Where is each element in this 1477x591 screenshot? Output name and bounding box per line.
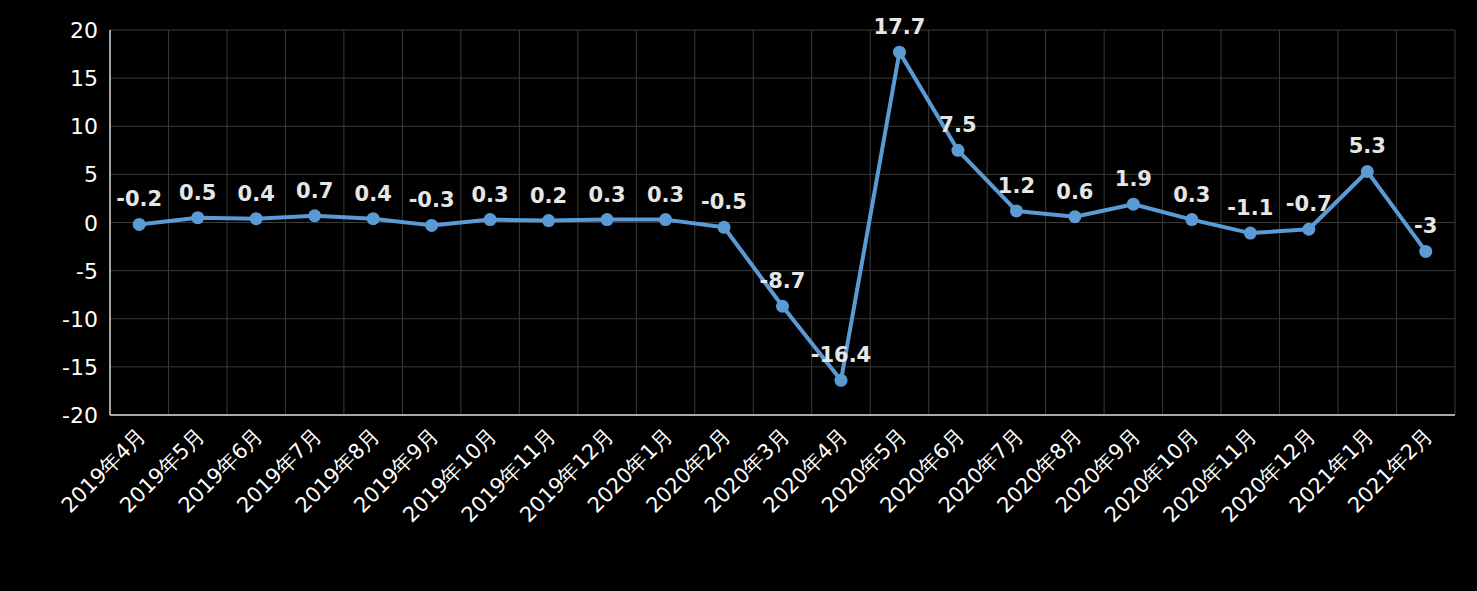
point-marker [659,213,672,226]
data-label: -1.1 [1227,196,1273,220]
series-line [139,52,1426,380]
data-label: 0.7 [296,179,333,203]
data-label: 0.3 [588,183,625,207]
x-grid-line [1279,30,1280,415]
x-grid-line [226,30,227,415]
x-grid-line [343,30,344,415]
y-grid-line [110,318,1455,319]
x-grid-line [285,30,286,415]
point-marker [718,221,731,234]
x-grid-line [519,30,520,415]
x-grid-line [1221,30,1222,415]
point-marker [1302,223,1315,236]
point-marker [1127,198,1140,211]
x-grid-line [1104,30,1105,415]
point-marker [542,214,555,227]
data-label: 1.2 [998,174,1035,198]
y-tick-label: 15 [70,66,98,91]
point-marker [1244,227,1257,240]
data-label: 17.7 [874,15,926,39]
x-grid-line [1162,30,1163,415]
y-grid-line [110,126,1455,127]
point-marker [601,213,614,226]
x-grid-line [928,30,929,415]
x-axis-line [110,414,1455,416]
data-label: -0.5 [701,190,747,214]
y-grid-line [110,30,1455,31]
data-label: 0.3 [472,183,509,207]
data-label: -8.7 [760,269,806,293]
x-grid-line [1338,30,1339,415]
y-tick-label: -20 [62,403,98,428]
data-label: 0.6 [1056,180,1093,204]
point-marker [367,212,380,225]
point-marker [425,219,438,232]
y-grid-line [110,415,1455,416]
point-marker [893,46,906,59]
x-grid-line [1396,30,1397,415]
data-label: -3 [1414,214,1437,238]
x-grid-line [753,30,754,415]
y-tick-label: 20 [70,18,98,43]
point-marker [308,209,321,222]
point-marker [250,212,263,225]
data-label: 5.3 [1349,134,1386,158]
data-label: 0.4 [355,182,392,206]
point-marker [1185,213,1198,226]
y-tick-label: -10 [62,307,98,332]
data-label: -16.4 [811,343,872,367]
x-tick-label: 2021年2月 [1343,424,1437,518]
point-marker [1068,210,1081,223]
point-marker [133,218,146,231]
series-group [133,46,1433,387]
point-marker [1361,165,1374,178]
point-marker [484,213,497,226]
y-grid-line [110,174,1455,175]
chart: -20-15-10-5051015202019年4月2019年5月2019年6月… [0,0,1477,591]
point-marker [834,374,847,387]
data-label: 0.3 [647,183,684,207]
point-marker [951,144,964,157]
data-label: 7.5 [939,113,976,137]
point-marker [776,300,789,313]
data-label: 0.4 [238,182,275,206]
data-label: 0.3 [1173,183,1210,207]
x-grid-line [1455,30,1456,415]
point-marker [1010,204,1023,217]
y-tick-label: 10 [70,114,98,139]
data-label: -0.7 [1286,192,1332,216]
data-label: 0.5 [179,181,216,205]
x-grid-line [987,30,988,415]
data-label: 1.9 [1115,167,1152,191]
data-label: -0.3 [409,188,455,212]
x-grid-line [577,30,578,415]
y-tick-label: 5 [84,162,98,187]
y-tick-label: -15 [62,355,98,380]
y-axis-line [109,30,111,415]
data-label: -0.2 [116,187,162,211]
y-tick-label: 0 [84,211,98,236]
data-label: 0.2 [530,184,567,208]
background [0,0,1477,591]
y-grid-line [110,366,1455,367]
point-marker [191,211,204,224]
point-marker [1419,245,1432,258]
x-grid-line [1045,30,1046,415]
y-tick-label: -5 [76,259,98,284]
y-grid-line [110,78,1455,79]
y-grid-line [110,222,1455,223]
x-grid-line [636,30,637,415]
